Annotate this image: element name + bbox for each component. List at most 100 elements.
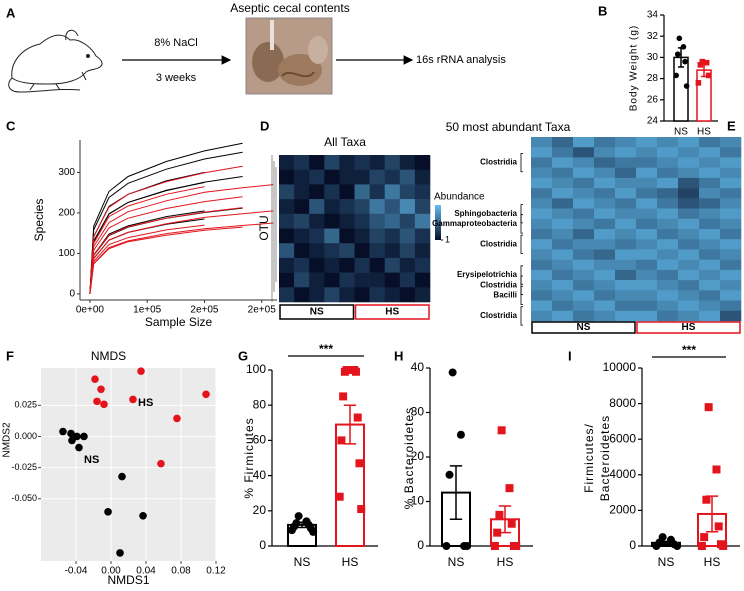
heatmap-cell: [720, 157, 742, 168]
heatmap-cell: [594, 290, 616, 301]
heatmap-cell: [354, 169, 370, 185]
data-point: [139, 512, 147, 520]
data-point: [697, 62, 704, 68]
x-tick-label: 0.04: [136, 566, 156, 577]
heatmap-cell: [369, 213, 385, 229]
x-tick-label: HS: [697, 127, 711, 138]
heatmap-cell: [369, 287, 385, 303]
heatmap-cell: [594, 229, 616, 240]
heatmap-cell: [615, 249, 637, 260]
heatmap-cell: [552, 147, 574, 158]
heatmap-cell: [414, 228, 431, 244]
heatmap-cell: [699, 269, 721, 281]
row-bracket: [520, 214, 523, 234]
heatmap-cell: [309, 228, 325, 244]
heatmap-cell: [339, 169, 355, 185]
row-label: Gammaproteobacteria: [432, 219, 517, 228]
heatmap-cell: [324, 155, 340, 170]
heatmap-cell: [594, 300, 616, 312]
heatmap-cell: [354, 257, 370, 273]
heatmap-cell: [369, 155, 385, 170]
heatmap-cell: [678, 239, 700, 250]
curve: [89, 171, 205, 294]
heatmap-cell: [531, 177, 553, 189]
x-tick-label: NS: [294, 555, 311, 569]
heatmap-cell: [573, 300, 595, 312]
heatmap-cell: [678, 310, 700, 322]
heatmap-cell: [720, 239, 742, 250]
y-tick-label: 20: [253, 503, 267, 517]
data-point: [652, 542, 661, 550]
heatmap-cell: [699, 147, 721, 158]
heatmap-cell: [615, 157, 637, 168]
heatmap-cell: [678, 290, 700, 301]
heatmap-cell: [369, 243, 385, 259]
heatmap-cell: [720, 188, 742, 199]
heatmap-cell: [531, 229, 553, 240]
y-axis-label: % Firmicutes: [242, 417, 256, 498]
heatmap-cell: [384, 169, 401, 185]
x-tick-label: 0.08: [171, 566, 191, 577]
row-bracket: [520, 285, 523, 306]
data-point: [456, 430, 465, 439]
heatmap-cell: [294, 243, 310, 259]
data-point: [68, 436, 76, 445]
heatmap-cell: [615, 218, 637, 230]
data-point: [442, 542, 451, 550]
heatmap-cell: [339, 243, 355, 259]
colorbar-tick-label: 1: [445, 234, 450, 244]
heatmap-cell: [531, 188, 553, 199]
heatmap-cell: [294, 184, 310, 200]
y-tick-label: 10: [411, 494, 425, 508]
data-point: [353, 413, 362, 422]
panel-letter: D: [260, 118, 269, 133]
heatmap-cell: [699, 198, 721, 209]
heatmap-cell: [615, 280, 637, 291]
data-point: [91, 375, 99, 384]
y-tick-label: 2000: [609, 503, 636, 517]
heatmap-cell: [552, 198, 574, 209]
heatmap-cell: [720, 198, 742, 209]
data-point: [339, 392, 348, 401]
heatmap-cell: [699, 167, 721, 179]
data-point: [202, 390, 210, 399]
row-bracket: [520, 306, 523, 326]
heatmap-cell: [699, 310, 721, 322]
mouse-drawing: [8, 29, 103, 93]
y-axis-label: Body Weight (g): [629, 25, 640, 112]
group-label: HS: [682, 322, 696, 333]
heatmap-cell: [279, 199, 295, 215]
panel-letter: H: [394, 348, 403, 363]
x-tick-label: NS: [448, 555, 465, 569]
heatmap-cell: [636, 249, 658, 260]
heatmap-cell: [552, 157, 574, 168]
y-tick-label: 26: [647, 94, 659, 105]
row-label: Clostridia: [480, 239, 517, 248]
heatmap-cell: [720, 280, 742, 291]
heatmap-cell: [324, 184, 340, 200]
heatmap-cell: [531, 239, 553, 250]
heatmap-cell: [636, 269, 658, 281]
data-point: [445, 470, 454, 479]
heatmap-cell: [384, 213, 401, 229]
heatmap-cell: [552, 137, 574, 148]
y-tick-label: -0.050: [11, 493, 37, 503]
y-tick-label: 30: [647, 52, 659, 63]
heatmap-cell: [573, 208, 595, 220]
x-tick-label: NS: [674, 127, 688, 138]
data-point: [683, 83, 690, 89]
heatmap-cell: [636, 157, 658, 168]
y-tick-label: 0: [259, 538, 266, 552]
heatmap-cell: [720, 218, 742, 230]
heatmap-cell: [414, 272, 431, 288]
y-tick-label: 100: [246, 362, 266, 376]
row-label: Clostridia: [480, 280, 517, 289]
heatmap-cell: [414, 184, 431, 200]
heatmap-cell: [384, 228, 401, 244]
heatmap-cell: [636, 259, 658, 271]
y-tick-label: 80: [253, 397, 267, 411]
data-point: [118, 472, 126, 481]
heatmap-cell: [414, 257, 431, 273]
heatmap-cell: [354, 213, 370, 229]
